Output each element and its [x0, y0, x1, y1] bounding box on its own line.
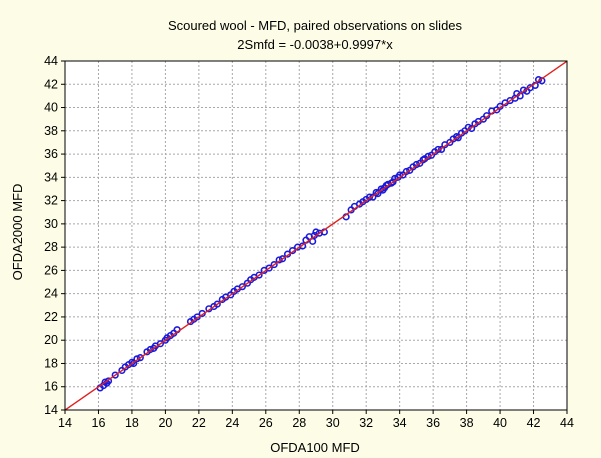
data-point	[130, 359, 138, 368]
data-point	[468, 124, 476, 133]
data-point	[265, 264, 273, 272]
y-tick-label: 28	[44, 240, 58, 254]
y-tick-label: 18	[44, 356, 58, 370]
axis-ticks: 14 16 18 20 22 24 26 28 30 32 34 36 38 40 42 44 14 16 18 20…	[44, 54, 574, 430]
y-tick-label: 24	[44, 287, 58, 301]
y-tick-label: 20	[44, 333, 58, 347]
x-tick-label: 26	[259, 416, 273, 430]
x-tick-label: 36	[426, 416, 440, 430]
x-tick-label: 22	[192, 416, 206, 430]
y-tick-label: 42	[44, 77, 58, 91]
data-point	[369, 193, 377, 201]
y-tick-label: 22	[44, 310, 58, 324]
data-point	[437, 145, 446, 154]
x-tick-label: 18	[125, 416, 139, 430]
x-tick-label: 32	[359, 416, 373, 430]
x-tick-label: 24	[225, 416, 239, 430]
x-tick-label: 30	[326, 416, 340, 430]
y-tick-label: 16	[44, 380, 58, 394]
chart-title: Scoured wool - MFD, paired observations …	[168, 18, 463, 33]
x-tick-label: 20	[158, 416, 172, 430]
x-tick-label: 34	[393, 416, 407, 430]
data-point	[270, 260, 278, 269]
y-tick-label: 40	[44, 101, 58, 115]
x-tick-label: 42	[527, 416, 541, 430]
data-point	[111, 371, 119, 379]
data-point	[213, 300, 221, 308]
data-point	[278, 255, 287, 263]
data-point	[156, 340, 164, 348]
y-tick-label: 38	[44, 124, 58, 138]
x-tick-label: 38	[460, 416, 474, 430]
data-point	[136, 354, 144, 362]
x-tick-label: 14	[58, 416, 72, 430]
data-point	[389, 178, 397, 186]
x-tick-label: 44	[560, 416, 574, 430]
chart-subtitle: 2Smfd = -0.0038+0.9997*x	[237, 37, 393, 52]
y-tick-label: 26	[44, 263, 58, 277]
data-point	[454, 134, 462, 142]
data-point	[255, 271, 263, 279]
regression-line	[64, 60, 568, 411]
data-point	[238, 283, 246, 291]
x-tick-label: 28	[292, 416, 306, 430]
x-tick-label: 40	[493, 416, 507, 430]
y-tick-label: 44	[44, 54, 58, 68]
data-point	[299, 242, 307, 250]
data-point	[374, 190, 382, 198]
y-tick-label: 14	[44, 403, 58, 417]
y-tick-label: 34	[44, 170, 58, 184]
x-tick-label: 16	[92, 416, 106, 430]
y-tick-label: 30	[44, 217, 58, 231]
y-axis-label: OFDA2000 MFD	[10, 184, 25, 281]
y-tick-label: 36	[44, 147, 58, 161]
plot-frame	[64, 60, 568, 411]
x-axis-label: OFDA100 MFD	[270, 440, 360, 455]
y-tick-label: 32	[44, 194, 58, 208]
